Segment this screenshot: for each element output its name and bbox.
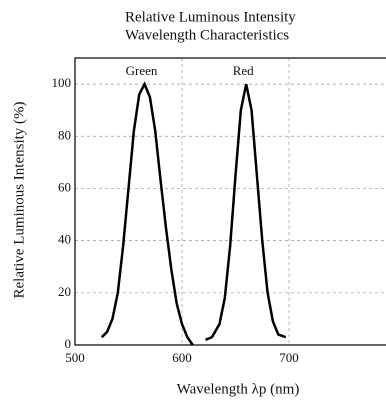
x-tick-label: 700 [279,350,299,365]
y-tick-label: 80 [58,127,71,142]
line [205,83,287,341]
y-tick-label: 0 [65,336,72,351]
y-tick-label: 20 [58,284,71,299]
series-label: Green [126,63,158,78]
chart-title: Wavelength Characteristics [125,27,289,43]
y-tick-label: 100 [52,75,72,90]
x-tick-label: 600 [172,350,192,365]
y-tick-label: 60 [58,179,71,194]
y-axis-label: Relative Luminous Intensity (%) [11,101,27,298]
x-tick-label: 500 [65,350,85,365]
x-axis-label: Wavelength λp (nm) [177,381,300,397]
line [100,81,194,346]
y-tick-label: 40 [58,232,71,247]
chart-title: Relative Luminous Intensity [125,9,296,25]
plot-frame [74,57,386,346]
series-label: Red [233,63,254,78]
